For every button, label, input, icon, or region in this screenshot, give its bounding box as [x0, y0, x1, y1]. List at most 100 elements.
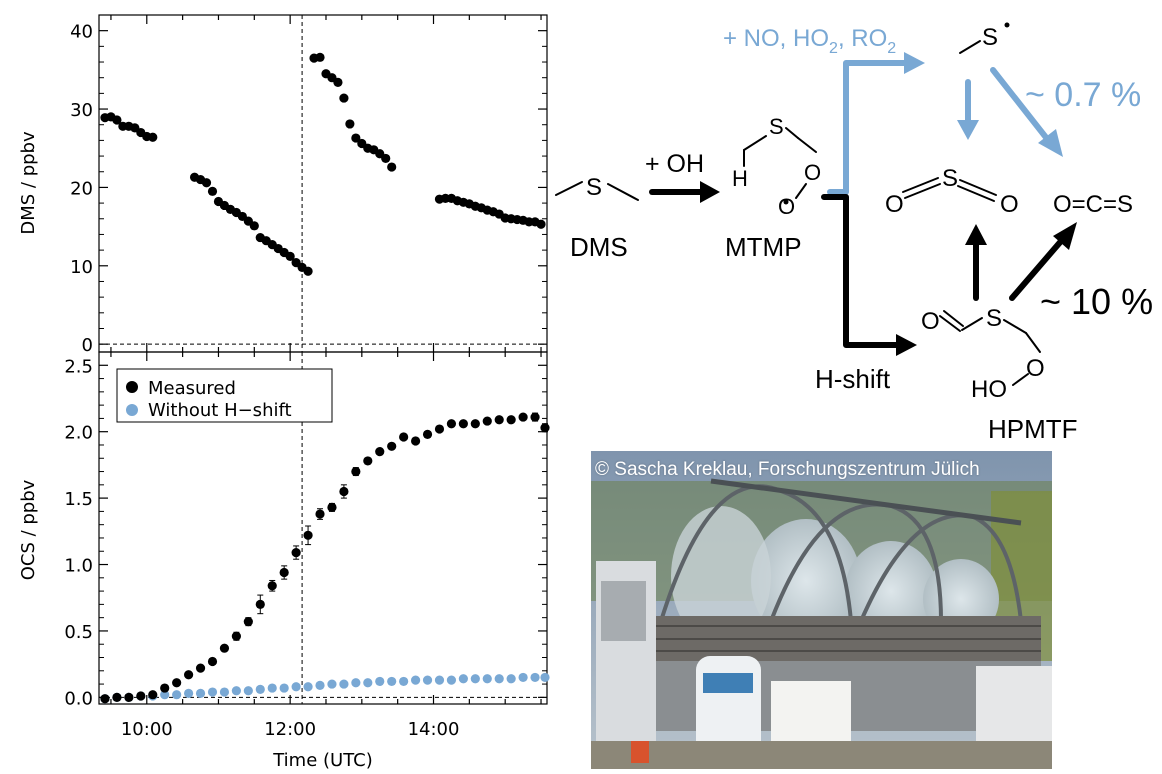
- ocs-without-hshift-data-point: [255, 684, 265, 694]
- dms-points: [100, 52, 546, 276]
- so2-double-bond-left-b: [904, 183, 941, 199]
- y-tick-label: 1.5: [64, 489, 93, 510]
- top-rail: [710, 478, 1022, 526]
- ocs-measured-data-point: [363, 456, 373, 466]
- ch3s-sulfur-atom: S: [982, 24, 998, 51]
- hpmtf-bond-cs: [961, 317, 983, 331]
- so2-oxygen-left: O: [885, 191, 904, 218]
- mtmp-bond-oo: [795, 183, 807, 199]
- ocs-measured-data-point: [291, 547, 301, 558]
- ocs-without-hshift-data-point: [351, 678, 361, 688]
- ocs-measured-data-point: [530, 412, 540, 422]
- ch3s-radical-dot: [1004, 22, 1010, 28]
- legend-marker-measured: [126, 381, 138, 393]
- legend-label-without-hshift: Without H−shift: [148, 400, 292, 421]
- ocs-without-hshift-data-point: [327, 679, 337, 689]
- so2-structure: O S O: [885, 165, 1019, 218]
- dms-data-point: [285, 251, 295, 261]
- ocs-measured-data-point: [243, 617, 253, 627]
- ocs-without-hshift-data-point: [422, 675, 433, 685]
- no-label-sub1: 2: [829, 40, 838, 57]
- dms-data-point: [207, 186, 218, 196]
- ocs-without-hshift-data-point: [470, 674, 480, 684]
- x-axis-label: Time (UTC): [272, 750, 373, 771]
- ocs-without-hshift-data-point: [195, 688, 206, 698]
- mtmp-bond-s1: [743, 135, 767, 151]
- mtmp-sulfur-atom: S: [769, 114, 784, 139]
- ocs-measured-data-point: [494, 415, 504, 425]
- ocs-measured-data-point: [446, 419, 457, 429]
- gas-tank-label: [703, 673, 753, 693]
- ocs-yield-label: ~ 10 %: [1040, 281, 1153, 322]
- ocs-measured-data-point: [255, 599, 265, 609]
- container-left-window: [601, 581, 646, 641]
- fire-cabinet: [631, 741, 649, 763]
- mtmp-bond-c: [797, 137, 817, 153]
- hpmtf-oxygen-atom: O: [1026, 355, 1045, 382]
- so2-double-bond-left-a: [902, 177, 939, 193]
- hpmtf-to-ocs-arrow-shaft: [1009, 237, 1065, 301]
- ocs-without-hshift-data-point: [446, 675, 457, 685]
- ocs-measured-data-point: [231, 631, 241, 641]
- dms-data-point: [249, 221, 259, 231]
- dms-data-point: [387, 162, 397, 172]
- y-tick-label: 0.5: [64, 622, 93, 643]
- dms-structure: S: [555, 174, 639, 201]
- ocs-plot-frame: [98, 351, 548, 705]
- ocs-ticks: 0.0 0.5 1.0 1.5 2.0 2.5 10:00 12:00 14:00: [64, 352, 547, 740]
- ocs-without-hshift-data-point: [243, 686, 253, 696]
- ocs-without-hshift-data-point: [540, 672, 550, 683]
- ocs-measured-data-point: [375, 447, 385, 457]
- legend-box: [116, 368, 333, 423]
- ocs-without-hshift-data-point: [172, 690, 182, 700]
- oh-label: + OH: [645, 150, 704, 178]
- ocs-measured-data-point: [279, 567, 289, 578]
- mtmp-label: MTMP: [725, 232, 802, 262]
- ocs-without-hshift-data-point: [363, 678, 373, 688]
- y-tick-label: 40: [70, 22, 93, 43]
- dms-data-point: [148, 132, 158, 142]
- no-ho2-ro2-label: + NO, HO2, RO2: [723, 25, 896, 57]
- ocs-measured-data-point: [160, 683, 170, 693]
- ocs-measured-data-point: [399, 432, 409, 442]
- ocs-measured-data-point: [112, 692, 122, 702]
- y-tick-label: 0: [82, 335, 93, 356]
- ocs-without-hshift-data-point: [160, 690, 170, 700]
- ocs-measured-data-point: [195, 663, 206, 673]
- ocs-measured-data-point: [482, 416, 492, 426]
- ocs-without-hshift-data-point: [315, 680, 325, 691]
- ch3s-radical-structure: S: [959, 22, 1010, 54]
- dms-plot-frame: [98, 14, 548, 353]
- dms-data-point: [333, 77, 343, 87]
- ocs-measured-data-point: [100, 694, 110, 704]
- mtmp-oxygen-atom-1: O: [804, 160, 821, 185]
- ground: [591, 741, 1052, 769]
- no-branch-line: [827, 60, 909, 195]
- so2-oxygen-right: O: [1000, 191, 1019, 218]
- ocs-measured-data-point: [410, 436, 421, 446]
- ocs-measured-data-point: [540, 423, 550, 433]
- photo-credit: © Sascha Kreklau, Forschungszentrum Jüli…: [595, 459, 980, 480]
- ocs-blue-arrow-head: [1038, 129, 1063, 157]
- ocs-measured-data-point: [267, 581, 277, 591]
- dms-data-point: [303, 266, 313, 276]
- x-tick-label: 14:00: [408, 719, 460, 740]
- hpmtf-label: HPMTF: [988, 414, 1078, 444]
- ocs-measured-data-point: [422, 429, 433, 439]
- no-label-sub2: 2: [887, 40, 896, 57]
- ocs-without-hshift-data-point: [482, 674, 492, 684]
- mtmp-hydrogen-atom: H: [732, 166, 748, 191]
- ocs-without-hshift-data-point: [530, 672, 540, 683]
- so2-sulfur-atom: S: [942, 165, 958, 192]
- hpmtf-bond-co: [1025, 332, 1041, 353]
- hpmtf-sulfur-atom: S: [986, 305, 1002, 332]
- reaction-mechanism: S DMS + OH H S O O MTMP + NO, HO2, RO2: [555, 22, 1153, 444]
- dms-bond-right: [607, 183, 639, 201]
- ocs-without-hshift-data-point: [267, 683, 277, 693]
- dms-y-axis-label: DMS / ppbv: [18, 131, 39, 235]
- ch3s-bond: [959, 40, 981, 54]
- dms-data-point: [339, 93, 349, 103]
- so2-double-bond-right-a: [959, 179, 997, 196]
- ocs-measured-data-point: [172, 678, 182, 688]
- y-tick-label: 0.0: [64, 688, 93, 709]
